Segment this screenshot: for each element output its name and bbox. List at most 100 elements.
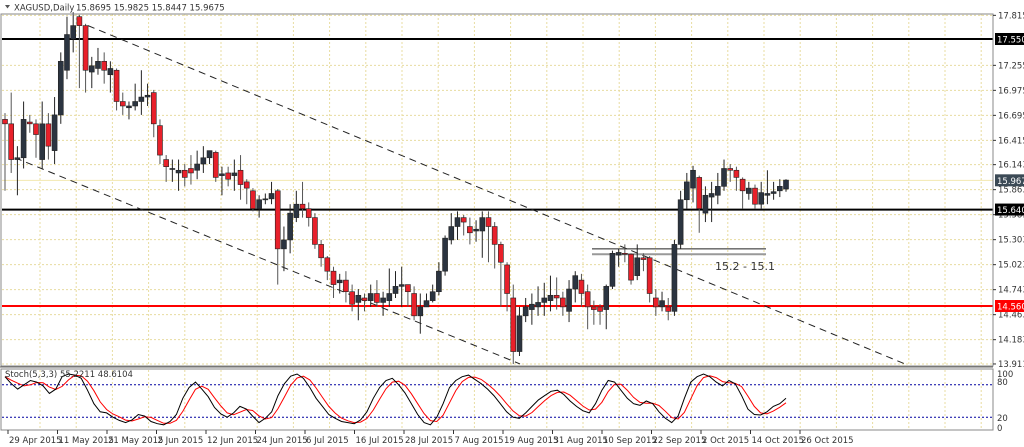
bear-candle: [665, 306, 672, 312]
bull-candle: [659, 300, 665, 308]
candlesticks: [2, 12, 789, 365]
trend-channel[interactable]: [14, 25, 906, 365]
trendline[interactable]: [14, 157, 521, 365]
bear-candle: [411, 293, 417, 317]
bull-candle: [522, 306, 529, 317]
bull-candle: [262, 198, 269, 201]
bull-candle: [386, 293, 393, 301]
stoch-main-line: [4, 373, 787, 426]
bear-candle: [8, 123, 14, 160]
bull-candle: [231, 172, 238, 176]
bull-candle: [777, 186, 783, 192]
bear-candle: [181, 169, 188, 178]
bear-candle: [26, 121, 33, 125]
bull-candle: [95, 61, 101, 69]
bull-candle: [684, 181, 690, 201]
x-tick-label: 19 Aug 2015: [504, 436, 558, 446]
bear-candle: [460, 217, 467, 223]
y-tick-label: 13.9110: [998, 360, 1024, 370]
price-axis[interactable]: 17.8150 17.2550 16.9750 16.6950 16.4150 16.14…: [993, 11, 1024, 434]
bull-candle: [392, 286, 399, 294]
bear-candle: [274, 190, 281, 250]
y-tick-label: 16.6950: [998, 111, 1024, 121]
x-tick-label: 22 Sep 2015: [653, 436, 707, 446]
bull-candle: [132, 101, 138, 107]
y-tick-label: 16.4150: [998, 136, 1024, 146]
bear-candle: [188, 168, 194, 174]
y-tick-label: 14.1830: [998, 336, 1024, 346]
bull-candle: [746, 187, 752, 194]
y-tick-label: 14.4630: [998, 311, 1024, 321]
bull-candle: [39, 123, 45, 160]
level-price-label: [995, 33, 1024, 45]
bear-candle: [560, 297, 566, 308]
bid-price-label-text: 15.9675: [997, 177, 1024, 187]
bear-candle: [330, 270, 337, 285]
bull-candle: [566, 288, 572, 312]
bull-candle: [721, 168, 727, 187]
y-tick-label: 15.8630: [998, 186, 1024, 196]
bid-price-label: [995, 174, 1024, 187]
bull-candle: [64, 34, 70, 71]
bear-candle: [646, 257, 653, 294]
bear-candle: [45, 123, 52, 147]
bear-candle: [343, 279, 349, 293]
bull-candle: [783, 179, 789, 190]
bull-candle: [107, 68, 114, 76]
bull-candle: [572, 275, 579, 290]
symbol-title: XAGUSD,Daily: [14, 4, 74, 14]
y-tick-label: 16.1430: [998, 161, 1024, 171]
bear-candle: [553, 294, 560, 299]
bear-candle: [225, 172, 231, 180]
y-tick-label: 17.8150: [998, 11, 1024, 21]
bull-candle: [423, 300, 430, 308]
x-tick-label: 2 Oct 2015: [702, 436, 749, 446]
x-tick-label: 2 Jun 2015: [158, 436, 204, 446]
horizontal-levels[interactable]: [2, 38, 993, 308]
bear-candle: [299, 203, 306, 209]
trendline[interactable]: [87, 25, 906, 365]
bull-candle: [367, 293, 374, 301]
bull-candle: [88, 65, 95, 73]
bull-candle: [219, 173, 225, 176]
x-tick-label: 28 Jul 2015: [405, 436, 453, 446]
bear-candle: [318, 244, 324, 259]
bear-candle: [498, 244, 504, 263]
bull-candle: [516, 315, 523, 352]
bull-candle: [287, 212, 293, 241]
bear-candle: [733, 169, 740, 178]
bull-candle: [169, 168, 176, 170]
bear-candle: [696, 177, 703, 209]
bear-candle: [504, 264, 510, 294]
bear-candle: [305, 208, 312, 218]
bear-candle: [491, 226, 498, 245]
bear-candle: [640, 257, 647, 260]
x-tick-label: 7 Aug 2015: [455, 436, 504, 446]
bear-candle: [312, 217, 318, 245]
bull-candle: [770, 191, 777, 194]
bull-candle: [194, 163, 200, 171]
bear-candle: [628, 253, 634, 281]
x-tick-label: 29 Apr 2015: [9, 436, 62, 446]
bull-candle: [454, 217, 461, 227]
bull-candle: [535, 302, 541, 308]
bear-candle: [622, 253, 628, 255]
level-price-label-text: 15.6400: [997, 206, 1024, 216]
bull-candle: [758, 192, 765, 205]
bear-candle: [212, 152, 219, 178]
level-price-label: [995, 300, 1024, 313]
bull-candle: [436, 270, 442, 293]
bear-candle: [405, 284, 411, 293]
stoch-tick-label: 20: [997, 414, 1008, 424]
bull-candle: [256, 199, 262, 209]
bull-candle: [529, 303, 535, 310]
collapse-triangle-icon[interactable]: [5, 5, 10, 9]
bull-candle: [708, 193, 715, 198]
bear-candle: [584, 291, 591, 308]
bull-candle: [20, 119, 27, 159]
bull-candle: [200, 157, 207, 165]
y-tick-label: 14.7430: [998, 286, 1024, 296]
y-tick-label: 15.5830: [998, 211, 1024, 221]
